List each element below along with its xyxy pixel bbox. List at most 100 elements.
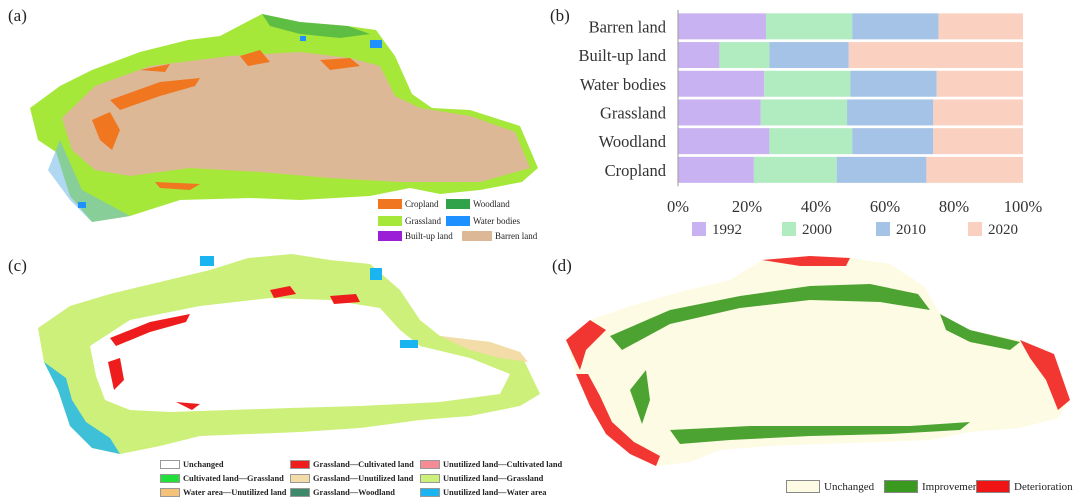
cultivated-grassland-swatch: [160, 474, 180, 483]
bar-barren-land-2020: [938, 13, 1023, 40]
legend-item-water-unutilized: Water area—Unutilized land: [160, 488, 286, 497]
panel-label-a: (a): [8, 6, 27, 25]
woodland-swatch: [446, 199, 470, 209]
legend-item-unchanged: Unchanged: [160, 460, 224, 469]
legend-item-unutilized-cultivated: Unutilized land—Cultivated land: [420, 460, 562, 469]
legend-label: Unchanged: [183, 460, 224, 469]
legend-label: Cropland: [405, 199, 439, 209]
legend-label: Grassland—Unutilized land: [313, 474, 414, 483]
land-use-map: [30, 14, 538, 222]
bar-barren-land-1992: [678, 13, 766, 40]
bar-grassland-1992: [678, 99, 761, 126]
legend-swatch-2010: [876, 222, 890, 236]
unutilized-water-swatch: [420, 488, 440, 497]
bar-built-up-land-1992: [678, 42, 720, 69]
legend-label: Grassland: [405, 216, 441, 226]
unchanged-swatch: [786, 480, 820, 493]
legend-swatch-2000: [782, 222, 796, 236]
category-label: Barren land: [589, 17, 667, 36]
cropland-swatch: [378, 199, 402, 209]
bar-built-up-land-2000: [719, 42, 770, 69]
legend-item-built-up-land: Built-up land: [378, 231, 453, 241]
bar-woodland-1992: [678, 128, 770, 155]
x-tick-label: 60%: [870, 197, 901, 216]
panel-label-d: (d): [552, 256, 572, 275]
bar-built-up-land-2020: [848, 42, 1023, 69]
grassland-woodland-swatch: [290, 488, 310, 497]
legend-item-woodland: Woodland: [446, 199, 510, 209]
legend-label: Improvement: [922, 480, 982, 493]
legend-label-2010: 2010: [896, 222, 926, 238]
improvement-swatch: [884, 480, 918, 493]
barren-land-swatch: [462, 231, 492, 241]
deterioration-swatch: [976, 480, 1010, 493]
legend-label: Grassland—Woodland: [313, 488, 395, 497]
bar-grassland-2000: [760, 99, 848, 126]
bar-woodland-2020: [933, 128, 1023, 155]
bar-woodland-2000: [769, 128, 853, 155]
legend-label: Woodland: [473, 199, 510, 209]
bar-woodland-2010: [852, 128, 934, 155]
legend-label: Water area—Unutilized land: [183, 488, 287, 497]
grassland-unutilized-swatch: [290, 474, 310, 483]
legend-item-grassland-cultivated: Grassland—Cultivated land: [290, 460, 414, 469]
category-label: Water bodies: [580, 75, 666, 94]
x-tick-label: 20%: [732, 197, 763, 216]
legend-label: Unutilized land—Grassland: [443, 474, 544, 483]
legend-label: Unutilized land—Cultivated land: [443, 460, 563, 469]
unutilized-cultivated-swatch: [420, 460, 440, 469]
category-label: Cropland: [605, 161, 667, 180]
legend-item-grassland: Grassland: [378, 216, 441, 226]
legend-label-2020: 2020: [988, 222, 1018, 238]
stacked-bar-chart: Barren land Built-up land Water bodies Gras…: [578, 10, 1043, 238]
legend-label: Unutilized land—Water area: [443, 488, 547, 497]
legend-label: Unchanged: [824, 480, 875, 493]
legend-item-unchanged: Unchanged: [786, 480, 874, 493]
legend-swatch-2020: [968, 222, 982, 236]
bar-cropland-2020: [926, 156, 1023, 183]
bar-cropland-2010: [836, 156, 927, 183]
x-tick-label: 100%: [1004, 197, 1043, 216]
category-label: Built-up land: [578, 46, 666, 65]
x-tick-label: 0%: [667, 197, 689, 216]
bar-grassland-2010: [847, 99, 934, 126]
land-conversion-map: [38, 254, 540, 454]
unchanged-swatch: [160, 460, 180, 469]
grassland-cultivated-swatch: [290, 460, 310, 469]
panel-label-b: (b): [550, 6, 570, 25]
legend-label: Deterioration: [1014, 480, 1073, 493]
built-up-land-swatch: [378, 231, 402, 241]
bar-cropland-1992: [678, 156, 754, 183]
bar-barren-land-2010: [852, 13, 939, 40]
legend-item-grassland-woodland: Grassland—Woodland: [290, 488, 395, 497]
legend-label: Built-up land: [405, 231, 453, 241]
category-label: Woodland: [599, 132, 667, 151]
legend-item-improvement: Improvement: [884, 480, 981, 493]
legend-item-grassland-unutilized: Grassland—Unutilized land: [290, 474, 413, 483]
legend-item-deterioration: Deterioration: [976, 480, 1073, 493]
bar-water-bodies-2000: [764, 70, 851, 97]
category-label: Grassland: [600, 103, 667, 122]
legend-label: Grassland—Cultivated land: [313, 460, 414, 469]
bar-water-bodies-1992: [678, 70, 765, 97]
bar-water-bodies-2020: [936, 70, 1023, 97]
legend-item-unutilized-water: Unutilized land—Water area: [420, 488, 546, 497]
bar-cropland-2000: [753, 156, 837, 183]
legend-item-barren-land: Barren land: [462, 231, 537, 241]
legend-swatch-1992: [692, 222, 706, 236]
grassland-swatch: [378, 216, 402, 226]
legend-item-unutilized-grassland: Unutilized land—Grassland: [420, 474, 543, 483]
legend-item-cropland: Cropland: [378, 199, 439, 209]
panel-label-c: (c): [8, 256, 27, 275]
legend-label: Water bodies: [473, 216, 521, 226]
unutilized-grassland-swatch: [420, 474, 440, 483]
legend-map-a: Cropland Woodland Grassland Water bodies…: [378, 199, 538, 245]
legend-label: Barren land: [495, 231, 538, 241]
bar-built-up-land-2010: [769, 42, 849, 69]
x-tick-label: 80%: [939, 197, 970, 216]
bar-water-bodies-2010: [850, 70, 937, 97]
legend-label-1992: 1992: [712, 222, 742, 238]
bar-barren-land-2000: [765, 13, 853, 40]
legend-label: Cultivated land—Grassland: [183, 474, 284, 483]
x-tick-label: 40%: [801, 197, 832, 216]
